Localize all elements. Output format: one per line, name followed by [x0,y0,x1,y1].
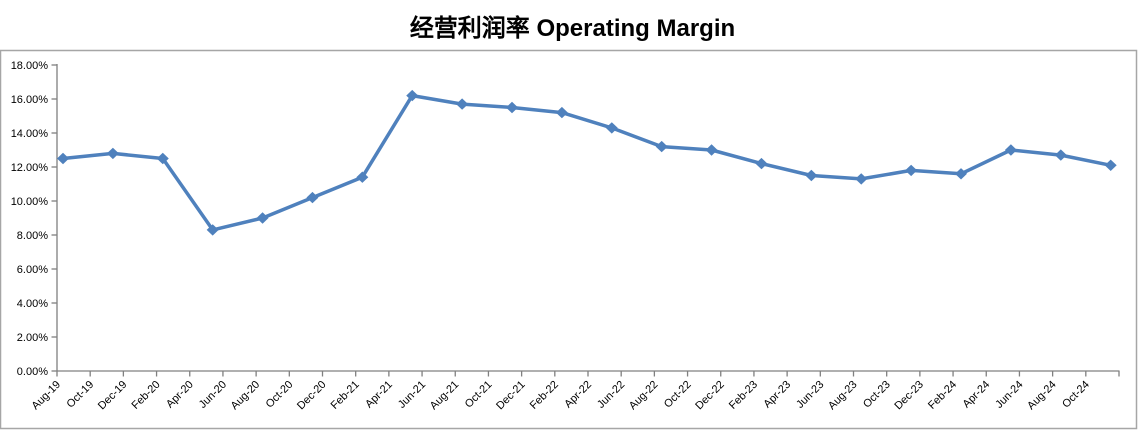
x-axis-tick-label: Dec-22 [693,379,727,413]
x-axis-tick-label: Dec-23 [892,379,926,413]
data-point-marker [356,171,369,183]
y-axis-tick-label: 6.00% [17,264,48,276]
data-point-marker [206,224,219,236]
chart-title: 经营利润率 Operating Margin [409,15,736,42]
data-point-marker [406,89,419,102]
y-axis-tick-label: 12.00% [11,162,49,174]
x-axis-tick-label: Dec-21 [494,379,528,413]
x-axis-tick-label: Feb-23 [727,379,760,412]
y-axis-tick-label: 4.00% [17,298,48,310]
x-axis-tick-label: Feb-20 [130,379,163,412]
x-axis-tick-label: Oct-19 [64,379,96,411]
x-axis-tick-label: Oct-21 [463,379,495,411]
x-axis-tick-label: Aug-22 [627,379,661,413]
x-axis-tick-label: Feb-24 [926,379,959,412]
data-point-marker [1104,159,1117,171]
x-axis-tick-label: Oct-20 [264,379,296,411]
data-point-marker [855,173,868,185]
x-axis-tick-label: Oct-23 [861,379,893,411]
data-point-marker [456,98,469,110]
y-axis-tick-label: 8.00% [17,230,48,242]
x-axis-tick-label: Oct-22 [662,379,694,411]
x-axis-tick-label: Dec-19 [96,379,130,413]
data-point-marker [57,152,69,165]
x-axis-tick-label: Feb-21 [329,379,362,412]
x-axis-tick-label: Jun-20 [197,379,229,411]
data-point-marker [106,147,119,160]
x-axis-tick-label: Aug-23 [826,379,860,413]
y-axis-tick-label: 10.00% [11,196,49,208]
x-axis-tick-label: Jun-22 [595,379,627,411]
x-axis-tick-label: Jun-24 [993,379,1025,411]
y-axis-tick-label: 18.00% [11,60,49,72]
x-axis-tick-label: Aug-21 [428,379,462,413]
x-axis-tick-label: Jun-23 [794,379,826,411]
data-point-marker [306,191,319,204]
y-axis-tick-label: 14.00% [11,128,49,140]
data-point-marker [605,122,618,134]
x-axis-tick-label: Apr-21 [363,379,395,411]
chart-frame [0,49,1138,430]
data-point-marker [955,168,968,180]
data-point-marker [555,106,568,119]
y-axis-tick-label: 16.00% [11,94,49,106]
x-axis-tick-label: Oct-24 [1060,379,1092,411]
x-axis-tick-label: Feb-22 [528,379,561,412]
x-axis-tick-label: Apr-24 [961,379,993,411]
data-point-marker [705,144,718,156]
data-point-marker [506,101,519,114]
x-axis-tick-label: Apr-20 [164,379,196,411]
data-point-marker [156,152,169,165]
data-point-marker [1054,149,1067,161]
data-point-marker [1004,144,1017,156]
operating-margin-line [61,93,1113,232]
data-point-marker [755,157,768,170]
x-axis-tick-label: Aug-20 [229,379,263,413]
x-axis-tick-label: Apr-23 [761,379,793,411]
y-axis-tick-label: 2.00% [17,332,48,344]
data-point-marker [655,140,668,153]
x-axis-tick-label: Apr-22 [562,379,594,411]
x-axis-tick-label: Jun-21 [396,379,428,411]
y-axis-tick-label: 0.00% [17,366,48,378]
x-axis-tick-label: Dec-20 [295,379,329,413]
data-point-marker [256,212,269,224]
x-axis-tick-label: Aug-19 [30,379,64,413]
data-point-marker [805,169,818,182]
x-axis-tick-label: Aug-24 [1025,379,1059,413]
data-point-marker [905,164,918,177]
